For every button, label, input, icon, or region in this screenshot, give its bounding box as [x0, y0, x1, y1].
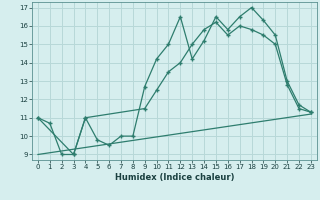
X-axis label: Humidex (Indice chaleur): Humidex (Indice chaleur)	[115, 173, 234, 182]
